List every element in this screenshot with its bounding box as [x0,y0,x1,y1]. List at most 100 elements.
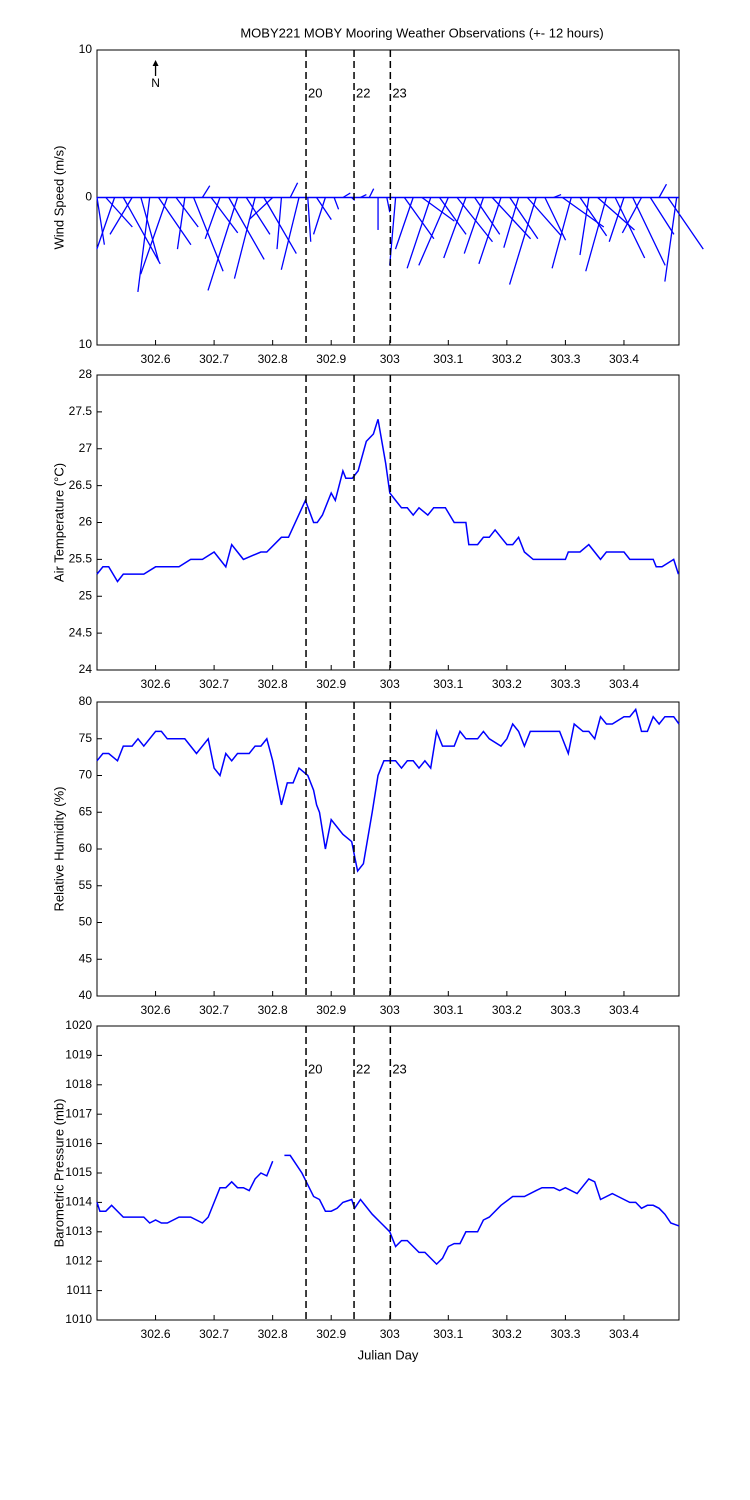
wind-stick [474,197,501,235]
x-tick-label: 302.9 [316,677,346,691]
y-axis-label: Barometric Pressure (mb) [51,1099,66,1248]
wind-stick [122,197,161,265]
wind-stick [386,197,391,213]
x-tick-label: 302.6 [141,352,171,366]
wind-stick [176,197,186,250]
y-tick-label: 1011 [66,1283,92,1297]
x-tick-label: 303.1 [433,352,463,366]
x-tick-label: 303.3 [550,1327,580,1341]
y-tick-label: 1015 [65,1165,92,1179]
x-tick-label: 302.8 [258,1327,288,1341]
wind-stick [553,193,562,199]
wind-stick [175,197,199,228]
wind-stick [233,197,256,279]
y-axis-label: Air Temperature (°C) [51,463,66,582]
wind-stick [551,197,572,269]
wind-stick [526,197,562,237]
x-tick-label: 303 [380,1003,400,1017]
wind-stick [280,197,300,270]
y-tick-label: 80 [79,694,93,708]
y-tick-label: 24.5 [69,625,93,639]
x-tick-label: 302.8 [258,352,288,366]
wind-stick [204,197,221,240]
y-tick-label: 27.5 [69,404,93,418]
x-tick-label: 302.7 [199,1003,229,1017]
x-tick-label: 302.9 [316,352,346,366]
wind-stick [109,197,133,235]
x-tick-label: 303.3 [550,352,580,366]
y-tick-label: 1017 [65,1106,92,1120]
chart-title: MOBY221 MOBY Mooring Weather Observation… [240,25,603,40]
y-axis-label: Wind Speed (m/s) [51,145,66,249]
wind-stick [140,197,160,262]
y-tick-label: 1018 [65,1077,92,1091]
wind-stick [418,197,449,266]
y-tick-label: 10 [79,42,93,56]
wind-stick [438,197,467,235]
x-tick-label: 302.9 [316,1327,346,1341]
y-tick-label: 1016 [65,1136,92,1150]
y-tick-label: 75 [79,731,93,745]
y-tick-label: 50 [79,915,93,929]
wind-stick [649,197,675,235]
wind-stick [276,197,283,250]
wind-stick [394,197,414,250]
wind-stick [667,197,704,250]
y-tick-label: 40 [79,988,93,1002]
wind-stick [608,197,625,242]
wind-stick [421,196,455,222]
north-arrow-head [152,60,159,66]
wind-stick [360,193,367,199]
wind-stick [333,197,340,210]
data-line [96,419,680,583]
x-tick-label: 303 [380,1327,400,1341]
y-tick-label: 28 [79,367,93,381]
x-tick-label: 302.6 [141,1327,171,1341]
y-tick-label: 1010 [65,1312,92,1326]
wind-stick [443,197,467,259]
x-tick-label: 303.2 [492,1003,522,1017]
wind-stick [463,197,485,254]
wind-stick [503,197,520,248]
event-label: 20 [308,1061,322,1076]
plot-area [96,374,680,671]
y-tick-label: 70 [79,768,93,782]
wind-stick [579,197,590,256]
wind-stick [137,197,151,292]
x-tick-label: 303.4 [609,1327,639,1341]
wind-stick [368,188,375,198]
wind-stick [140,197,168,275]
wind-stick [579,197,608,237]
wind-stick [342,192,351,199]
x-tick-label: 303.2 [492,1327,522,1341]
x-tick-label: 302.7 [199,677,229,691]
event-label: 23 [392,85,406,100]
y-tick-label: 60 [79,841,93,855]
wind-stick [201,185,211,198]
wind-stick [307,197,312,242]
y-tick-label: 25.5 [69,552,93,566]
y-tick-label: 1012 [65,1253,92,1267]
wind-stick [509,197,539,240]
y-tick-label: 27 [79,441,93,455]
wind-stick [621,197,643,234]
data-line [96,1154,680,1266]
plot-area [96,1025,680,1321]
x-tick-label: 303.4 [609,352,639,366]
x-tick-label: 302.9 [316,1003,346,1017]
event-label: 22 [356,85,370,100]
x-tick-label: 303.4 [609,677,639,691]
y-tick-label: 24 [79,662,93,676]
x-tick-label: 302.8 [258,1003,288,1017]
x-tick-label: 302.6 [141,677,171,691]
y-tick-label: 1019 [65,1048,92,1062]
y-tick-label: 26.5 [69,478,93,492]
y-tick-label: 55 [79,878,93,892]
x-tick-label: 303 [380,352,400,366]
x-tick-label: 303.4 [609,1003,639,1017]
wind-stick [508,197,537,285]
x-tick-label: 303 [380,677,400,691]
wind-stick [658,183,668,198]
